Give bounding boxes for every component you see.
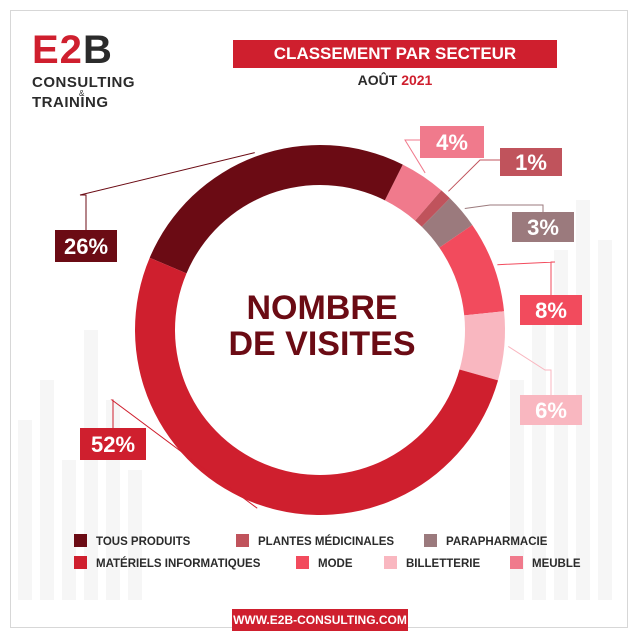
data-label-box (80, 428, 146, 460)
data-label-box (520, 295, 582, 325)
data-label: 6% (535, 398, 567, 423)
donut-slice (415, 190, 450, 227)
logo-mark: E2B (32, 28, 113, 72)
legend-item-mode: MODE (296, 556, 353, 570)
data-label: 4% (436, 130, 468, 155)
company-logo: E2B CONSULTING & TRAINING (32, 28, 142, 111)
chart-subtitle: AOÛT 2021 (233, 72, 557, 88)
donut-slice (439, 224, 505, 316)
legend-item-plantes-medicinales: PLANTES MÉDICINALES (236, 534, 394, 548)
donut-slice (459, 311, 505, 381)
legend-swatch (74, 556, 87, 569)
data-label: 1% (515, 150, 547, 175)
donut-slice (421, 198, 473, 248)
legend-swatch (296, 556, 309, 569)
data-label-box (512, 212, 574, 242)
legend-label: PLANTES MÉDICINALES (258, 536, 395, 548)
legend-swatch (424, 534, 437, 547)
chart-legend: TOUS PRODUITS PLANTES MÉDICINALES PARAPH… (74, 534, 594, 578)
legend-label: MEUBLE (532, 558, 581, 570)
center-label-line2: DE VISITES (228, 325, 416, 363)
logo-ampersand: & (79, 89, 85, 98)
legend-swatch (510, 556, 523, 569)
data-label-box (420, 126, 484, 158)
data-label: 8% (535, 298, 567, 323)
leader-line (79, 152, 255, 230)
data-label-box (500, 148, 562, 176)
logo-training: TRAINING (32, 94, 109, 111)
logo-consulting: CONSULTING (32, 74, 136, 91)
data-label-box (520, 395, 582, 425)
donut-slice (384, 164, 442, 221)
data-label: 3% (527, 215, 559, 240)
legend-swatch (74, 534, 87, 547)
chart-title: CLASSEMENT PAR SECTEUR (233, 40, 557, 68)
center-label-line1: NOMBRE (246, 289, 398, 327)
legend-item-billetterie: BILLETTERIE (384, 556, 480, 570)
legend-label: BILLETTERIE (406, 558, 481, 570)
donut-slice (149, 145, 403, 274)
legend-item-materiels-informatiques: MATÉRIELS INFORMATIQUES (74, 556, 260, 570)
data-label: 52% (91, 432, 135, 457)
legend-label: TOUS PRODUITS (96, 536, 191, 548)
leader-line (464, 204, 544, 212)
leader-line (110, 399, 258, 509)
legend-item-parapharmacie: PARAPHARMACIE (424, 534, 547, 548)
website-link[interactable]: WWW.E2B-CONSULTING.COM (232, 609, 408, 631)
legend-item-tous-produits: TOUS PRODUITS (74, 534, 190, 548)
legend-label: MATÉRIELS INFORMATIQUES (96, 558, 261, 570)
donut-slice (135, 257, 499, 515)
data-label: 26% (64, 234, 108, 259)
legend-label: MODE (318, 558, 353, 570)
subtitle-year: 2021 (401, 72, 433, 88)
legend-item-meuble: MEUBLE (510, 556, 581, 570)
leader-line (497, 261, 556, 295)
data-label-box (55, 230, 117, 262)
legend-swatch (236, 534, 249, 547)
legend-label: PARAPHARMACIE (446, 536, 548, 548)
center-label: NOMBRE DE VISITES (190, 290, 454, 362)
subtitle-month: AOÛT (357, 72, 398, 88)
leader-line (508, 346, 552, 395)
legend-swatch (384, 556, 397, 569)
